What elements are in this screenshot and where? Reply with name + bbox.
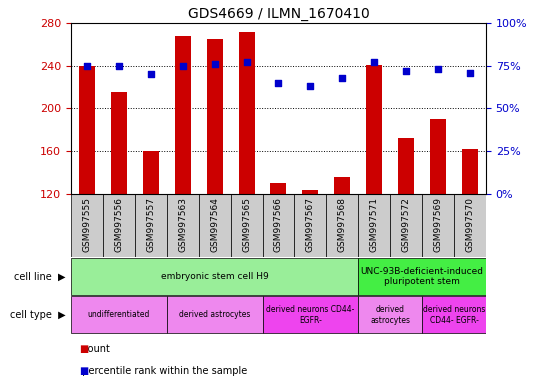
Text: GSM997566: GSM997566 [274,197,283,252]
Bar [422,194,454,257]
Bar [167,194,199,257]
Point [115,63,123,69]
Point [242,59,251,65]
Text: GSM997572: GSM997572 [402,197,411,252]
Text: derived
astrocytes: derived astrocytes [370,305,410,324]
Bar [294,194,327,257]
Bar [111,93,127,194]
Text: GSM997569: GSM997569 [434,197,443,252]
Point [146,71,155,78]
Bar [175,36,191,194]
Text: ■: ■ [79,366,88,376]
Text: GSM997564: GSM997564 [210,197,219,252]
Text: GSM997565: GSM997565 [242,197,251,252]
Bar [206,39,223,194]
Bar [230,194,263,257]
Bar [239,31,254,194]
Text: ■: ■ [79,344,88,354]
Text: GSM997556: GSM997556 [114,197,123,252]
Text: embryonic stem cell H9: embryonic stem cell H9 [161,272,269,281]
Point [370,59,378,65]
Point [306,83,314,89]
Text: percentile rank within the sample: percentile rank within the sample [76,366,248,376]
Point [434,66,442,72]
Bar [462,149,478,194]
Bar [270,183,287,194]
Bar [366,65,382,194]
Text: GSM997557: GSM997557 [146,197,155,252]
Bar [390,194,422,257]
Bar [358,296,422,333]
Title: GDS4669 / ILMN_1670410: GDS4669 / ILMN_1670410 [188,7,369,21]
Bar [358,258,486,295]
Bar [79,66,95,194]
Bar [334,177,351,194]
Bar [422,296,486,333]
Bar [398,138,414,194]
Text: count: count [76,344,110,354]
Text: derived neurons CD44-
EGFR-: derived neurons CD44- EGFR- [266,305,354,324]
Bar [143,151,159,194]
Bar [71,194,103,257]
Point [402,68,411,74]
Bar [454,194,486,257]
Text: derived astrocytes: derived astrocytes [179,310,250,319]
Bar [167,296,263,333]
Text: cell type  ▶: cell type ▶ [10,310,66,320]
Bar [71,296,167,333]
Bar [135,194,167,257]
Bar [358,194,390,257]
Text: UNC-93B-deficient-induced
pluripotent stem: UNC-93B-deficient-induced pluripotent st… [360,267,484,286]
Bar [263,296,358,333]
Point [466,70,474,76]
Point [210,61,219,67]
Text: GSM997567: GSM997567 [306,197,315,252]
Text: GSM997570: GSM997570 [466,197,474,252]
Text: derived neurons
CD44- EGFR-: derived neurons CD44- EGFR- [423,305,485,324]
Point [179,63,187,69]
Bar [103,194,135,257]
Bar [263,194,294,257]
Text: cell line  ▶: cell line ▶ [14,271,66,281]
Text: GSM997568: GSM997568 [338,197,347,252]
Point [274,80,283,86]
Bar [327,194,358,257]
Bar [302,190,318,194]
Text: GSM997555: GSM997555 [82,197,91,252]
Bar [71,258,358,295]
Text: undifferentiated: undifferentiated [88,310,150,319]
Text: GSM997563: GSM997563 [178,197,187,252]
Bar [199,194,230,257]
Point [82,63,91,69]
Point [338,74,347,81]
Text: GSM997571: GSM997571 [370,197,379,252]
Bar [430,119,446,194]
